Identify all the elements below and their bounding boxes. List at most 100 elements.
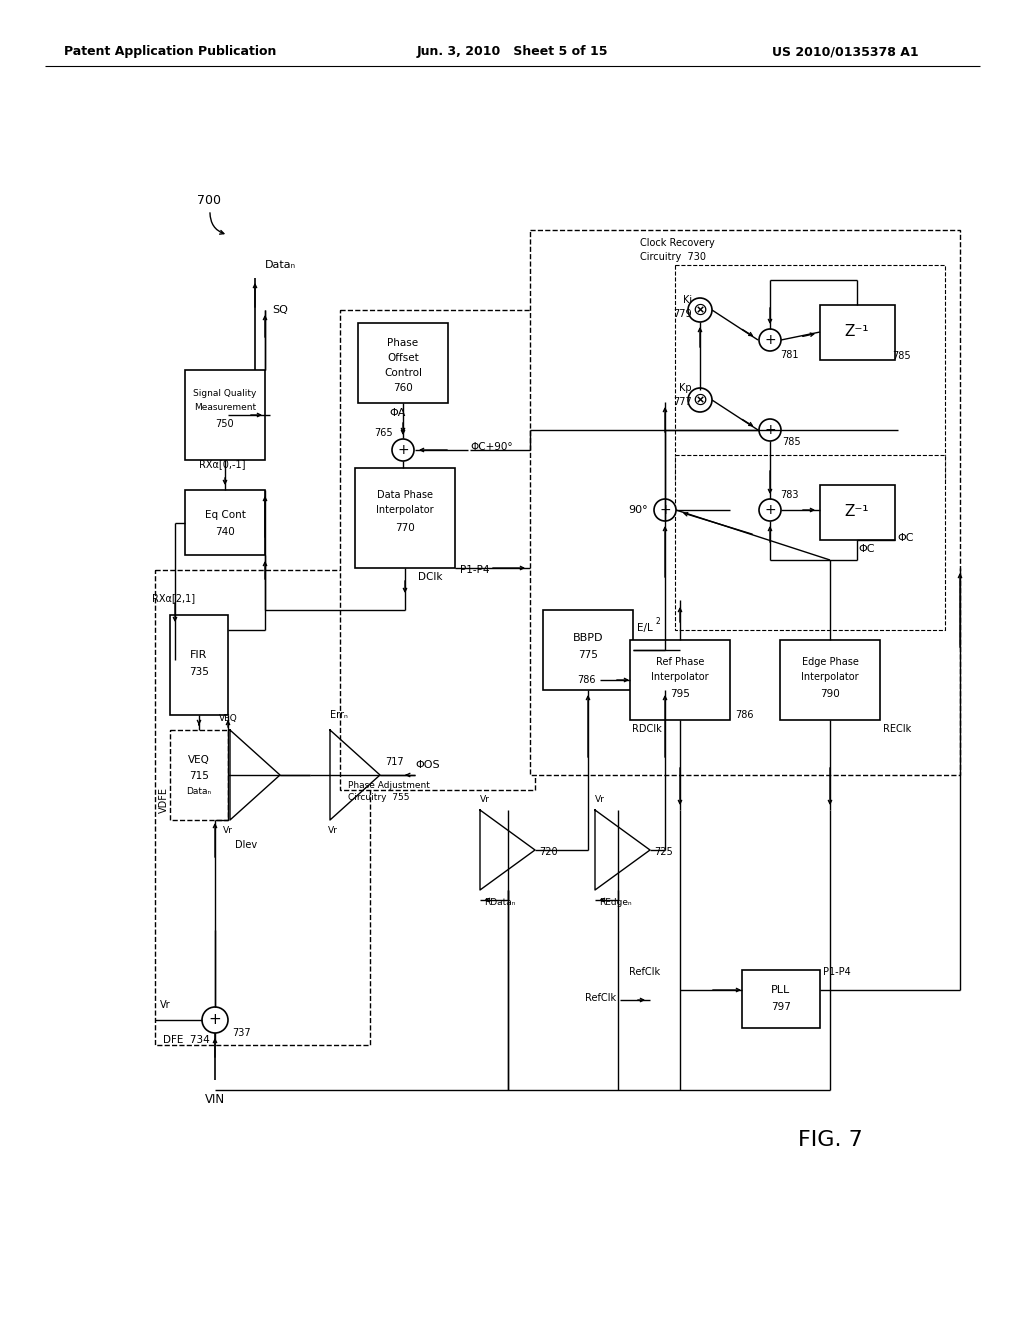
Text: Vr: Vr [223,826,232,836]
Text: Circuitry  755: Circuitry 755 [348,793,410,803]
Text: Dlev: Dlev [234,840,257,850]
Text: RXα[2,1]: RXα[2,1] [153,593,196,603]
FancyBboxPatch shape [355,469,455,568]
Text: 715: 715 [189,771,209,781]
Text: Ki: Ki [683,294,692,305]
Text: Vr: Vr [480,795,489,804]
Text: 740: 740 [215,527,234,537]
Text: RDCIk: RDCIk [632,723,662,734]
Text: +: + [764,422,776,437]
Text: VEQ: VEQ [188,755,210,766]
Text: Jun. 3, 2010   Sheet 5 of 15: Jun. 3, 2010 Sheet 5 of 15 [416,45,608,58]
Text: P1-P4: P1-P4 [460,565,489,576]
Text: Z⁻¹: Z⁻¹ [845,325,869,339]
Text: Phase Adjustment: Phase Adjustment [348,780,430,789]
Text: 777: 777 [673,397,692,407]
Text: P1-P4: P1-P4 [823,968,851,977]
Text: PLL: PLL [771,985,791,995]
Text: Circuitry  730: Circuitry 730 [640,252,706,261]
FancyBboxPatch shape [675,265,945,480]
Text: RefCIk: RefCIk [585,993,616,1003]
Polygon shape [330,730,380,820]
Text: 797: 797 [771,1002,791,1012]
Text: ΦC+90°: ΦC+90° [470,442,513,451]
Text: REdgeₙ: REdgeₙ [599,898,632,907]
Text: ΦOS: ΦOS [415,760,439,770]
Text: RECIk: RECIk [883,723,911,734]
Text: Ref Phase: Ref Phase [655,657,705,667]
Text: Vr: Vr [160,1001,171,1010]
Text: 735: 735 [189,667,209,677]
Text: Control: Control [384,368,422,378]
Text: FIG. 7: FIG. 7 [798,1130,862,1150]
FancyBboxPatch shape [185,370,265,459]
Text: 765: 765 [375,428,393,438]
Text: BBPD: BBPD [572,634,603,643]
Circle shape [202,1007,228,1034]
Circle shape [392,440,414,461]
Text: Phase: Phase [387,338,419,348]
Text: +: + [397,444,409,457]
Text: US 2010/0135378 A1: US 2010/0135378 A1 [772,45,919,58]
Text: ⊗: ⊗ [692,391,708,409]
Text: 737: 737 [232,1028,251,1038]
Text: 795: 795 [670,689,690,700]
FancyBboxPatch shape [780,640,880,719]
Text: 785: 785 [782,437,801,447]
Polygon shape [230,730,280,820]
Text: 700: 700 [197,194,221,206]
Text: 720: 720 [539,847,558,857]
Text: 725: 725 [654,847,673,857]
FancyBboxPatch shape [543,610,633,690]
Text: Eq Cont: Eq Cont [205,510,246,520]
Text: VEQ: VEQ [219,714,238,723]
Text: 786: 786 [578,675,596,685]
Text: Interpolator: Interpolator [651,672,709,682]
Text: Offset: Offset [387,352,419,363]
Text: +: + [659,503,671,517]
Text: RefCIk: RefCIk [629,968,660,977]
Text: FIR: FIR [190,649,208,660]
Text: RXα[0,-1]: RXα[0,-1] [199,459,246,469]
Text: RDataₙ: RDataₙ [484,898,515,907]
Text: Edge Phase: Edge Phase [802,657,858,667]
Text: ⊗: ⊗ [692,301,708,319]
Text: 783: 783 [780,490,799,500]
Circle shape [654,499,676,521]
Circle shape [759,499,781,521]
Polygon shape [480,810,535,890]
Circle shape [688,388,712,412]
Text: Clock Recovery: Clock Recovery [640,238,715,248]
Text: Errₙ: Errₙ [330,710,348,719]
Polygon shape [595,810,650,890]
Text: Measurement: Measurement [194,404,256,412]
FancyBboxPatch shape [820,484,895,540]
Text: Signal Quality: Signal Quality [194,388,257,397]
Text: +: + [209,1012,221,1027]
Text: Dataₙ: Dataₙ [265,260,296,271]
Text: 786: 786 [735,710,754,719]
Text: Interpolator: Interpolator [801,672,859,682]
Text: Kp: Kp [679,383,692,393]
FancyBboxPatch shape [170,615,228,715]
Text: VDFE: VDFE [159,787,169,813]
FancyBboxPatch shape [358,323,449,403]
Text: Z⁻¹: Z⁻¹ [845,504,869,520]
Text: 785: 785 [892,351,910,360]
FancyBboxPatch shape [742,970,820,1028]
Circle shape [759,329,781,351]
Text: 770: 770 [395,523,415,533]
Text: 775: 775 [579,649,598,660]
Text: E/L: E/L [637,623,652,634]
FancyBboxPatch shape [820,305,895,360]
Text: 790: 790 [820,689,840,700]
Text: 781: 781 [780,350,799,360]
Text: 750: 750 [216,418,234,429]
FancyBboxPatch shape [170,730,228,820]
Text: 2: 2 [655,618,659,627]
Text: 779: 779 [674,309,692,319]
Text: +: + [764,503,776,517]
Text: Patent Application Publication: Patent Application Publication [63,45,276,58]
Text: SQ: SQ [272,305,288,315]
Text: 717: 717 [385,756,403,767]
